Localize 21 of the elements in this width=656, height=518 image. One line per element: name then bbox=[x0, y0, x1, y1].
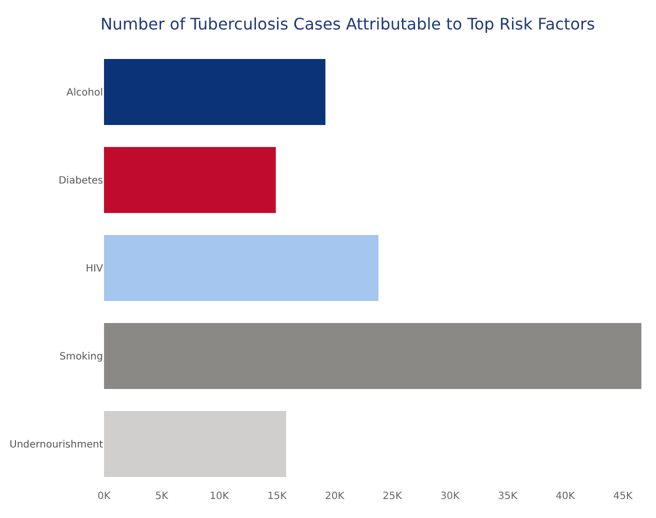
x-tick-label: 15K bbox=[267, 491, 288, 502]
y-tick-label: Undernourishment bbox=[10, 440, 104, 450]
y-tick-label: HIV bbox=[86, 264, 104, 274]
bar bbox=[104, 323, 642, 389]
x-tick-label: 40K bbox=[556, 491, 576, 502]
bar bbox=[104, 235, 378, 301]
chart-title: Number of Tuberculosis Cases Attributable to Top Risk Factors bbox=[100, 14, 595, 34]
x-tick-label: 45K bbox=[613, 491, 634, 502]
x-tick-label: 20K bbox=[324, 491, 345, 502]
x-tick-label: 5K bbox=[155, 491, 169, 502]
x-tick-label: 25K bbox=[382, 491, 402, 502]
y-tick-label: Smoking bbox=[60, 352, 103, 362]
x-tick-label: 30K bbox=[440, 491, 460, 502]
y-tick-label: Diabetes bbox=[58, 176, 103, 186]
bar bbox=[104, 59, 326, 125]
x-tick-label: 0K bbox=[98, 491, 111, 502]
y-tick-label: Alcohol bbox=[66, 88, 103, 98]
x-tick-label: 10K bbox=[210, 491, 230, 502]
bar bbox=[104, 147, 276, 213]
x-tick-label: 35K bbox=[498, 491, 518, 502]
bar bbox=[104, 411, 286, 477]
